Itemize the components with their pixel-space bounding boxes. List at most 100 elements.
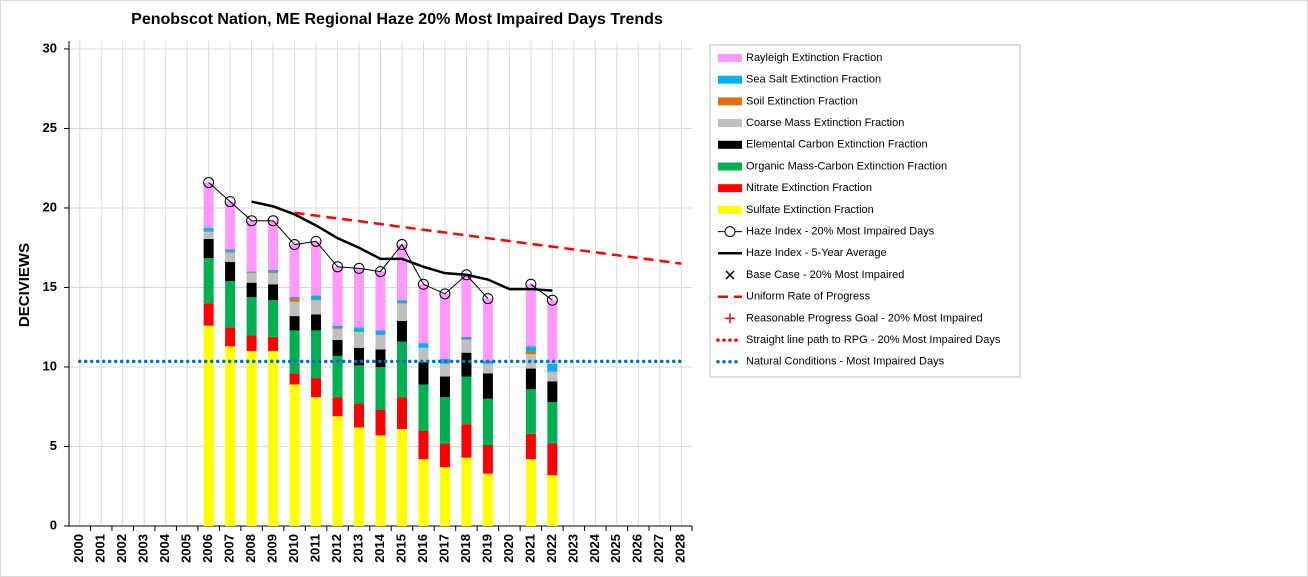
y-axis-label: DECIVIEWS bbox=[16, 243, 33, 327]
bar-segment bbox=[482, 444, 493, 474]
bar-segment bbox=[289, 297, 300, 299]
bar-segment bbox=[311, 241, 322, 296]
legend-label: Sea Salt Extinction Fraction bbox=[746, 74, 881, 86]
legend-box bbox=[709, 44, 1021, 378]
x-tick-label: 2001 bbox=[93, 534, 108, 563]
bar-segment bbox=[246, 297, 257, 336]
line-marker bbox=[375, 266, 386, 278]
chart-title: Penobscot Nation, ME Regional Haze 20% M… bbox=[131, 11, 663, 28]
bar-segment bbox=[246, 351, 257, 526]
line-marker bbox=[310, 235, 322, 247]
bar-segment bbox=[203, 182, 214, 228]
bar-segment bbox=[547, 300, 558, 364]
bar-segment bbox=[225, 251, 236, 253]
bar-segment bbox=[225, 281, 236, 328]
bar-segment bbox=[268, 300, 279, 337]
line-marker bbox=[203, 177, 215, 189]
legend-swatch bbox=[718, 75, 742, 84]
bar-segment bbox=[332, 397, 343, 417]
line-marker bbox=[289, 239, 301, 251]
bar-segment bbox=[332, 339, 343, 356]
bar-segment bbox=[354, 347, 365, 366]
x-tick-label: 2008 bbox=[243, 534, 258, 563]
bar-segment bbox=[268, 272, 279, 274]
x-tick-label: 2021 bbox=[522, 534, 537, 563]
legend-label: Base Case - 20% Most Impaired bbox=[746, 269, 904, 281]
bar-segment bbox=[439, 467, 450, 526]
bar-segment bbox=[289, 330, 300, 374]
bar-segment bbox=[482, 373, 493, 399]
bar-segment bbox=[375, 271, 386, 331]
bar-segment bbox=[418, 347, 429, 363]
bar-segment bbox=[375, 330, 386, 335]
x-tick-label: 2024 bbox=[587, 533, 602, 563]
bar-segment bbox=[547, 371, 558, 382]
bar-segment bbox=[461, 457, 472, 526]
legend-label: Rayleigh Extinction Fraction bbox=[746, 52, 882, 64]
x-tick-label: 2014 bbox=[372, 533, 387, 563]
bar-segment bbox=[461, 336, 472, 340]
bar-segment bbox=[482, 363, 493, 364]
x-tick-label: 2026 bbox=[630, 534, 645, 563]
line-marker bbox=[353, 262, 365, 274]
legend-label: Nitrate Extinction Fraction bbox=[746, 182, 872, 194]
y-tick-label: 10 bbox=[43, 358, 57, 373]
bar-segment bbox=[547, 443, 558, 476]
bar-segment bbox=[482, 298, 493, 361]
bar-segment bbox=[547, 363, 558, 371]
bar-segment bbox=[246, 282, 257, 298]
bar-segment bbox=[311, 299, 322, 301]
bar-segment bbox=[311, 378, 322, 398]
line-marker bbox=[482, 293, 494, 305]
legend-label: Haze Index - 5-Year Average bbox=[746, 247, 887, 259]
x-tick-label: 2006 bbox=[200, 534, 215, 563]
bar-segment bbox=[311, 397, 322, 526]
bar-segment bbox=[418, 284, 429, 344]
x-tick-label: 2017 bbox=[436, 534, 451, 563]
bar-segment bbox=[332, 355, 343, 398]
bar-segment bbox=[203, 231, 214, 239]
x-tick-label: 2011 bbox=[307, 534, 322, 562]
bar-segment bbox=[461, 352, 472, 377]
bar-segment bbox=[525, 368, 536, 390]
bar-segment bbox=[461, 339, 472, 353]
bar-segment bbox=[246, 335, 257, 352]
x-tick-label: 2007 bbox=[222, 534, 237, 563]
x-tick-label: 2002 bbox=[114, 534, 129, 563]
bar-segment bbox=[203, 227, 214, 232]
bar-segment bbox=[246, 220, 257, 272]
bar-segment bbox=[547, 381, 558, 402]
bar-segment bbox=[289, 384, 300, 526]
legend-label: Sulfate Extinction Fraction bbox=[746, 204, 874, 216]
legend-label: Haze Index - 20% Most Impaired Days bbox=[746, 226, 935, 238]
bar-segment bbox=[246, 271, 257, 273]
bar-segment bbox=[354, 403, 365, 428]
x-tick-label: 2010 bbox=[286, 534, 301, 563]
bar-segment bbox=[354, 332, 365, 348]
x-tick-label: 2025 bbox=[608, 534, 623, 563]
bar-segment bbox=[375, 335, 386, 350]
legend-swatch bbox=[725, 270, 735, 280]
legend-label: Organic Mass-Carbon Extinction Fraction bbox=[746, 160, 947, 172]
series-line bbox=[294, 211, 682, 265]
x-tick-label: 2018 bbox=[458, 534, 473, 563]
bar-segment bbox=[418, 384, 429, 431]
y-tick-label: 0 bbox=[50, 517, 57, 532]
line-marker bbox=[396, 239, 408, 251]
bar-segment bbox=[311, 300, 322, 315]
legend-swatch bbox=[718, 205, 742, 214]
bar-segment bbox=[225, 327, 236, 347]
bar-segment bbox=[439, 376, 450, 398]
bar-segment bbox=[332, 325, 343, 329]
bar-segment bbox=[525, 346, 536, 352]
legend-swatch bbox=[718, 119, 742, 128]
bar-segment bbox=[311, 314, 322, 331]
bar-segment bbox=[461, 376, 472, 425]
bar-segment bbox=[461, 274, 472, 337]
legend-label: Coarse Mass Extinction Fraction bbox=[746, 117, 904, 129]
bar-segment bbox=[289, 244, 300, 298]
bar-segment bbox=[354, 268, 365, 328]
x-tick-label: 2003 bbox=[136, 534, 151, 563]
bar-segment bbox=[396, 302, 407, 304]
bar-segment bbox=[332, 328, 343, 329]
